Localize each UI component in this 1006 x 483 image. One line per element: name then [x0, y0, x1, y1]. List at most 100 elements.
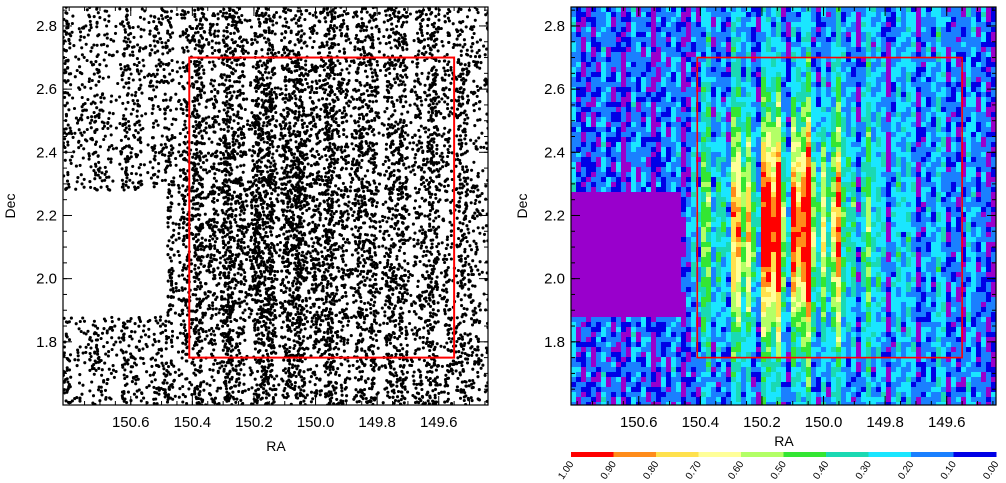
data-point [115, 353, 119, 357]
data-point [264, 321, 268, 325]
data-point [282, 126, 287, 130]
data-point [262, 227, 266, 231]
data-point [485, 21, 488, 25]
data-point [259, 160, 263, 164]
data-point [287, 229, 291, 233]
data-point [399, 100, 403, 104]
data-point [288, 40, 292, 44]
data-point [468, 219, 472, 224]
data-point [373, 290, 377, 294]
data-point [371, 75, 375, 79]
data-point [202, 142, 206, 146]
data-point [164, 170, 168, 174]
data-point [317, 152, 321, 157]
data-point [322, 270, 326, 274]
data-point [386, 123, 391, 127]
data-point [368, 302, 372, 307]
data-point [82, 185, 86, 189]
data-point [274, 96, 278, 100]
data-point [262, 319, 266, 323]
data-point [233, 80, 237, 84]
data-point [345, 119, 349, 123]
data-point [386, 352, 391, 356]
data-point [77, 146, 81, 150]
data-point [270, 293, 274, 297]
data-point [284, 166, 288, 170]
data-point [477, 362, 481, 366]
data-point [449, 81, 453, 85]
data-point [460, 191, 464, 195]
scatter-panel: 150.6 150.4 150.2 150.0 149.8 149.6 1.82.02.2… [2, 6, 489, 454]
data-point [340, 223, 345, 227]
data-point [372, 376, 376, 380]
data-point [209, 218, 214, 223]
data-point [216, 34, 220, 38]
data-point [272, 169, 276, 173]
data-point [262, 140, 266, 144]
data-point [129, 317, 133, 321]
data-point [103, 178, 107, 182]
data-point [161, 364, 165, 368]
data-point [119, 149, 123, 154]
data-point [204, 116, 208, 120]
data-point [286, 189, 290, 193]
data-point [146, 143, 150, 147]
data-point [401, 358, 405, 362]
data-point [320, 250, 324, 254]
data-point [285, 20, 289, 24]
data-point [272, 377, 276, 381]
data-point [230, 375, 234, 379]
data-point [477, 136, 481, 140]
data-point [177, 395, 181, 399]
data-point [251, 319, 256, 323]
data-point [442, 132, 446, 136]
data-point [80, 46, 84, 50]
data-point [449, 340, 453, 344]
data-point [266, 170, 270, 174]
data-point [415, 104, 419, 108]
data-point [438, 154, 442, 158]
data-point [163, 142, 167, 146]
data-point [159, 315, 163, 319]
data-point [159, 143, 163, 147]
data-point [419, 99, 423, 103]
data-point [462, 269, 466, 273]
data-point [294, 21, 298, 25]
data-point [136, 181, 141, 185]
data-point [271, 145, 275, 149]
data-point [170, 340, 174, 344]
data-point [457, 244, 461, 248]
data-point [388, 265, 393, 269]
data-point [110, 328, 115, 332]
data-point [122, 85, 126, 89]
data-point [293, 384, 297, 388]
data-point [281, 120, 285, 124]
data-point [309, 164, 313, 168]
data-point [404, 175, 408, 179]
data-point [238, 341, 242, 346]
data-point [73, 131, 77, 135]
data-point [273, 326, 277, 330]
data-point [131, 50, 135, 54]
data-point [463, 250, 467, 254]
data-point [428, 322, 432, 327]
data-point [311, 13, 315, 17]
data-point [304, 59, 308, 63]
data-point [461, 222, 465, 226]
data-point [322, 364, 326, 368]
data-point [286, 280, 291, 284]
data-point [148, 29, 152, 33]
data-point [221, 348, 225, 352]
data-point [398, 181, 402, 185]
data-point [377, 245, 381, 249]
data-point [160, 149, 164, 153]
data-point [437, 391, 441, 395]
data-point [256, 326, 260, 330]
data-point [292, 305, 296, 309]
data-point [348, 377, 352, 381]
data-point [235, 397, 239, 401]
data-point [479, 145, 483, 149]
data-point [354, 248, 358, 252]
data-point [260, 48, 264, 52]
data-point [420, 33, 424, 38]
